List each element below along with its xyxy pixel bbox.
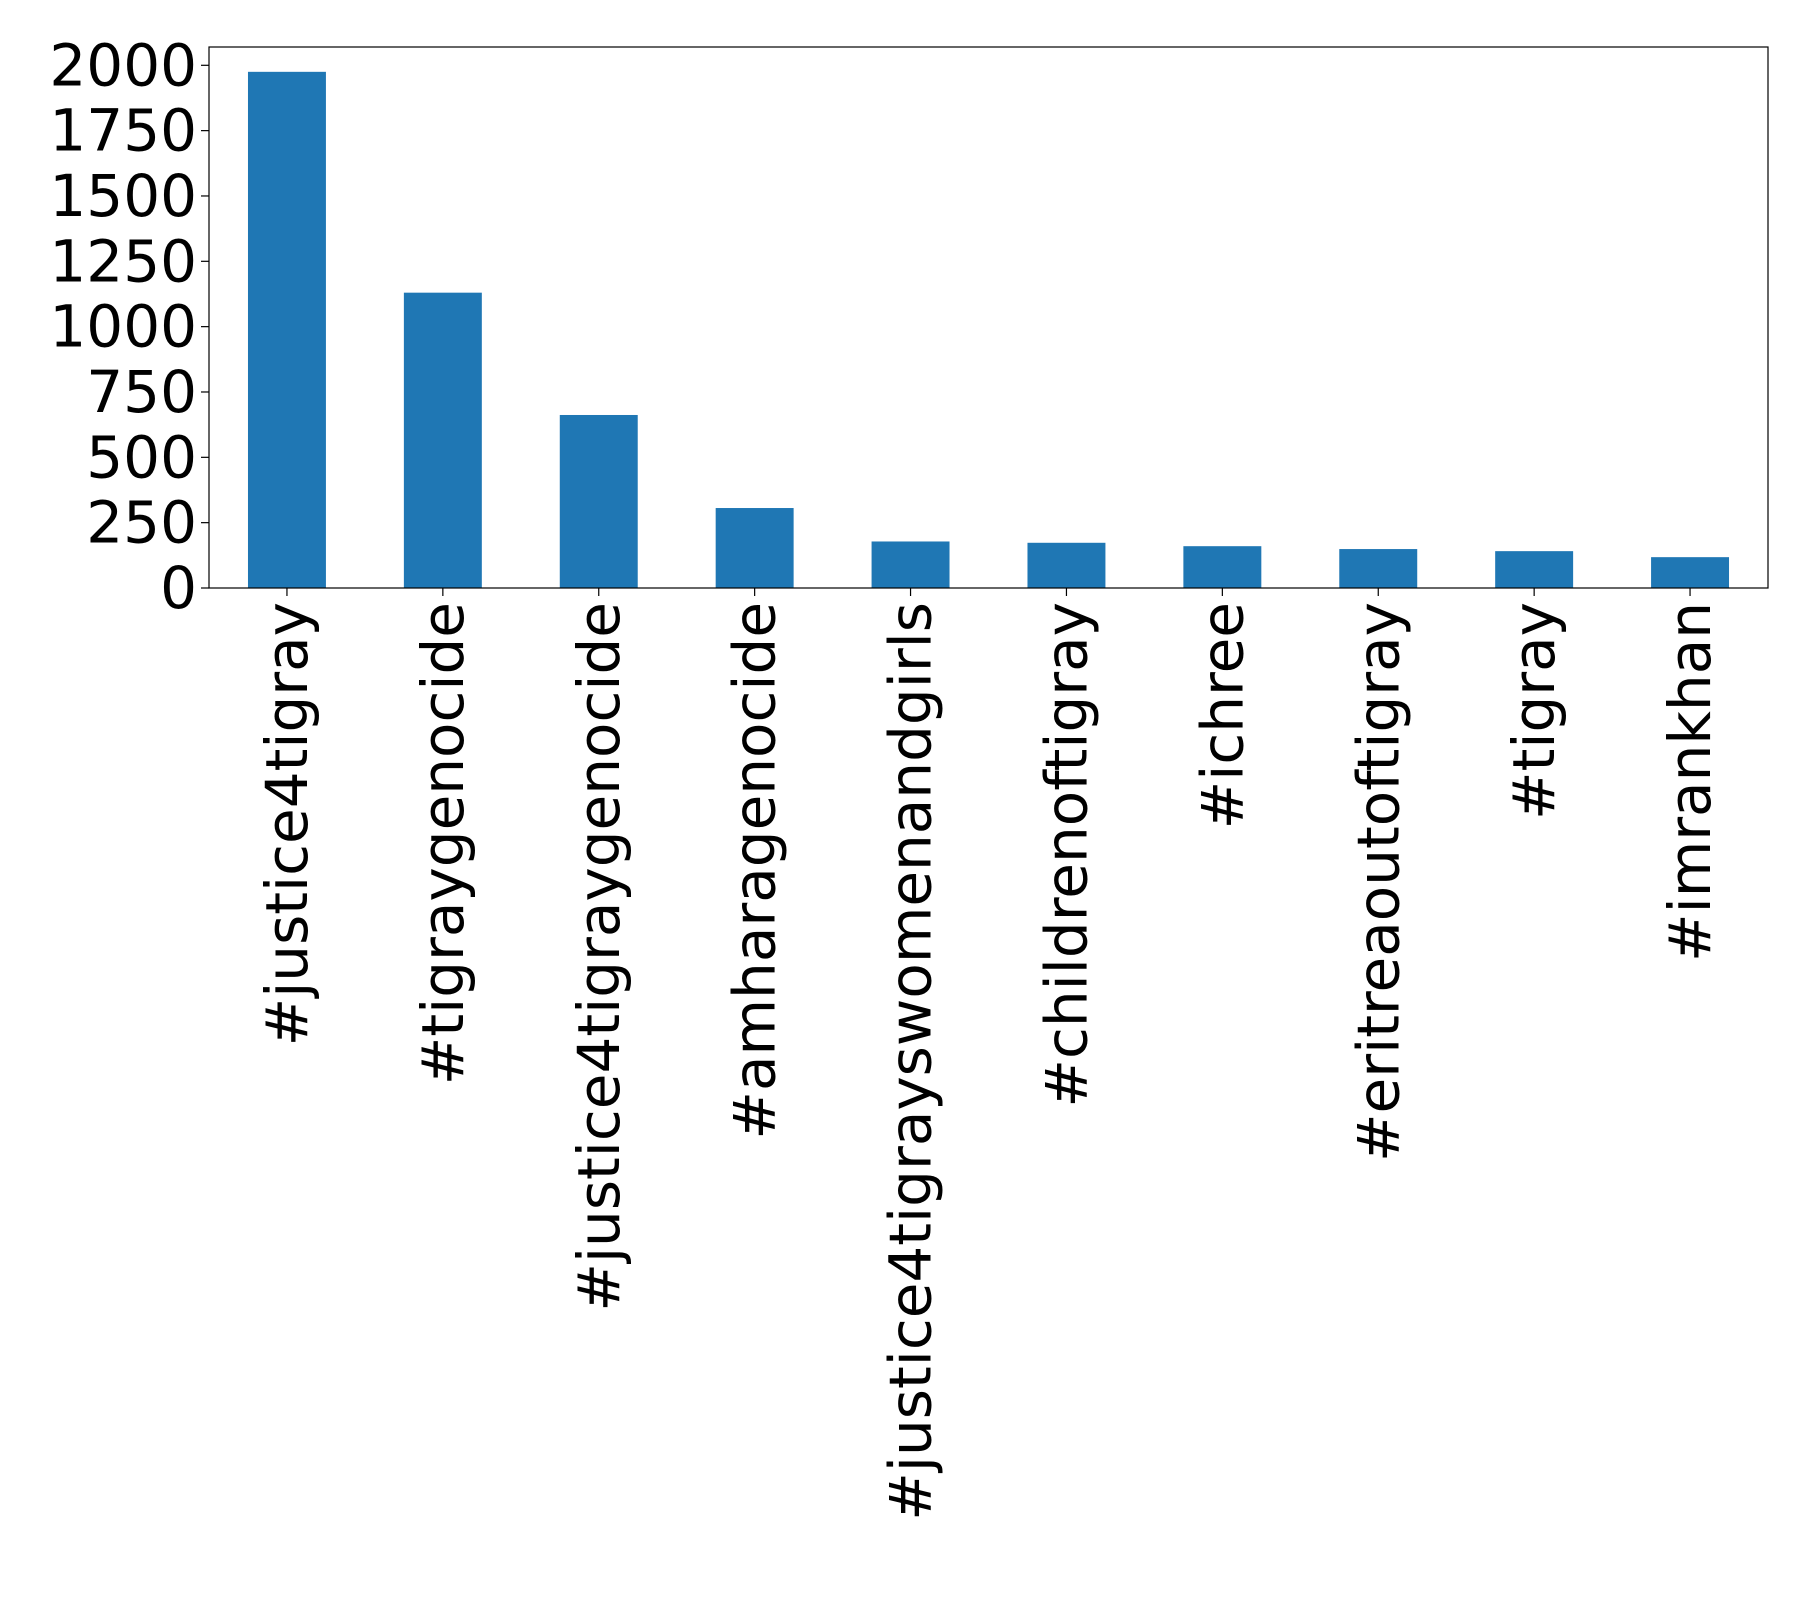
y-tick-label: 0 (160, 554, 197, 622)
bar (559, 414, 638, 588)
x-tick-label: #tigraygenocide (409, 602, 477, 1085)
x-tick-label: #childrenoftigray (1032, 602, 1100, 1108)
x-tick-label: #justice4tigrayswomenandgirls (877, 602, 945, 1521)
x-tick-label: #tigray (1500, 602, 1568, 820)
plot-frame (208, 46, 1769, 589)
bar (1495, 551, 1574, 588)
bar (1339, 549, 1418, 588)
y-tick-label: 500 (86, 423, 197, 491)
bar (247, 71, 326, 589)
bar (1027, 542, 1106, 588)
bar (1651, 557, 1730, 588)
x-axis: #justice4tigray #tigraygenocide #justice4t… (253, 588, 1724, 1521)
y-tick-label: 1750 (49, 97, 197, 165)
y-tick-label: 250 (86, 489, 197, 557)
x-tick-label: #imrankhan (1656, 602, 1724, 962)
bar (403, 292, 482, 588)
x-tick-label: #eritreaoutoftigray (1344, 602, 1412, 1162)
x-tick-label: #ichree (1188, 602, 1256, 829)
y-tick-label: 1250 (49, 227, 197, 295)
y-tick-label: 1500 (49, 162, 197, 230)
y-tick-label: 2000 (49, 31, 197, 99)
x-tick-label: #justice4tigray (253, 602, 321, 1046)
bar (1183, 546, 1262, 588)
bars-group (247, 71, 1730, 589)
x-tick-label: #amharagenocide (721, 602, 789, 1140)
y-tick-label: 1000 (49, 293, 197, 361)
x-tick-label: #justice4tigraygenocide (565, 602, 633, 1312)
bar (871, 541, 950, 588)
bar (715, 508, 794, 588)
y-tick-label: 750 (86, 358, 197, 426)
